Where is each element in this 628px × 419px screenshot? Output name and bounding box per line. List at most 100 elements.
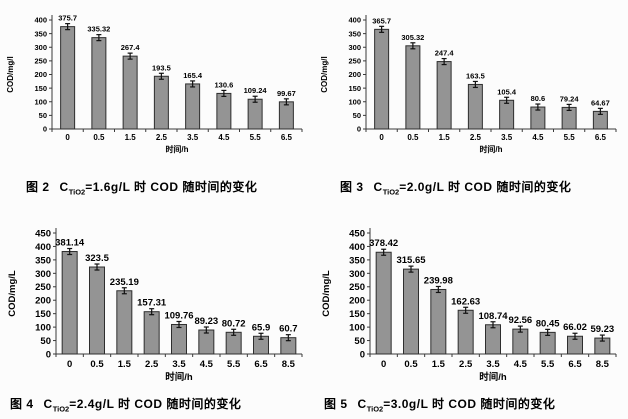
x-tick-label: 0 — [67, 359, 72, 370]
x-tick-label: 0 — [379, 133, 384, 142]
x-tick-label: 0.5 — [404, 359, 418, 370]
value-label: 315.65 — [396, 255, 426, 266]
x-axis-title: 时间/h — [165, 371, 193, 383]
bar — [512, 328, 529, 355]
value-label: 60.7 — [279, 324, 298, 335]
chart-canvas: 0 50 100 150 200 250 300 350 400 375.7 0 335.32 0.5 2… — [6, 14, 303, 154]
y-tick-label: 250 — [34, 57, 47, 66]
bar — [91, 37, 107, 130]
x-tick-label: 8.5 — [282, 359, 296, 370]
x-tick-label: 3.5 — [501, 133, 513, 142]
value-label: 66.02 — [563, 322, 587, 333]
figure-caption-3: 图 3 CTiO2=2.0g/L 时 COD 随时间的变化 — [314, 180, 628, 199]
figure-panel-2: 0 50 100 150 200 250 300 350 400 375.7 0 335.32 0.5 2… — [0, 0, 314, 205]
value-label: 99.67 — [277, 89, 296, 98]
caption-subscript: TiO2 — [52, 404, 70, 414]
y-tick-label: 400 — [348, 16, 361, 25]
bar — [122, 55, 138, 130]
y-tick-label: 350 — [349, 255, 365, 266]
x-tick-label: 4.5 — [218, 133, 230, 142]
x-tick-label: 4.5 — [532, 133, 544, 142]
bar-chart-fig2: 0 50 100 150 200 250 300 350 400 375.7 0 335.32 0.5 2… — [0, 2, 314, 166]
x-axis-title: 时间/h — [165, 144, 188, 154]
chart-canvas: 0 50 100 150 200 250 300 350 400 450 378.42 0 315.65… — [321, 228, 617, 383]
x-tick-label: 2.5 — [156, 133, 168, 142]
x-tick-label: 5.5 — [227, 359, 241, 370]
x-tick-label: 0.5 — [93, 133, 105, 142]
caption-text: =2.4g/L 时 COD 随时间的变化 — [69, 397, 242, 411]
y-axis-title: COD/mg/L — [321, 270, 332, 317]
value-label: 378.42 — [369, 238, 398, 249]
x-tick-label: 1.5 — [432, 359, 446, 370]
value-label: 89.23 — [194, 316, 218, 327]
x-tick-label: 5.5 — [564, 133, 576, 142]
figure-caption-5: 图 5 CTiO2=3.0g/L 时 COD 随时间的变化 — [314, 397, 628, 416]
caption-fig-number: 图 2 — [26, 180, 50, 194]
figure-panel-3: 0 50 100 150 200 250 300 350 400 365.7 0 305.32 0.5 2… — [314, 0, 628, 205]
bar — [216, 92, 232, 130]
x-tick-label: 3.5 — [172, 359, 186, 370]
value-label: 305.32 — [401, 33, 424, 42]
value-label: 375.7 — [58, 14, 77, 23]
value-label: 163.5 — [466, 71, 485, 80]
chart-canvas: 0 50 100 150 200 250 300 350 400 365.7 0 305.32 0.5 2… — [320, 15, 617, 154]
figure-panel-4: 0 50 100 150 200 250 300 350 400 450 381.14 0 323.5 0… — [0, 205, 314, 419]
y-tick-label: 250 — [348, 57, 361, 66]
x-tick-label: 2.5 — [459, 359, 473, 370]
bar-chart-fig4: 0 50 100 150 200 250 300 350 400 450 381.14 0 323.5 0… — [0, 211, 314, 389]
value-label: 365.7 — [372, 16, 391, 25]
bar — [485, 324, 501, 355]
y-tick-label: 100 — [34, 97, 47, 106]
bar — [467, 83, 483, 130]
y-tick-label: 50 — [39, 111, 47, 120]
y-axis-title: COD/mg/l — [6, 56, 15, 92]
value-label: 105.4 — [497, 87, 517, 96]
bar — [430, 288, 447, 355]
x-tick-label: 1.5 — [439, 133, 451, 142]
y-tick-label: 150 — [35, 309, 51, 320]
caption-symbol: C — [43, 397, 53, 411]
caption-text: =3.0g/L 时 COD 随时间的变化 — [383, 397, 556, 411]
value-label: 323.5 — [85, 253, 109, 264]
bar — [499, 99, 515, 130]
y-tick-label: 150 — [349, 309, 365, 320]
value-label: 162.63 — [451, 296, 480, 307]
caption-subscript: TiO2 — [366, 404, 384, 414]
x-tick-label: 6.5 — [281, 133, 293, 142]
bar — [436, 61, 452, 130]
value-label: 165.4 — [183, 71, 203, 80]
y-tick-label: 200 — [34, 70, 47, 79]
bar — [61, 251, 78, 355]
y-tick-label: 0 — [46, 349, 51, 360]
y-tick-label: 250 — [349, 282, 365, 293]
x-tick-label: 2.5 — [470, 133, 482, 142]
bar — [185, 83, 201, 130]
y-tick-label: 0 — [357, 125, 361, 134]
caption-subscript: TiO2 — [68, 187, 86, 197]
bar-chart-fig3: 0 50 100 150 200 250 300 350 400 365.7 0 305.32 0.5 2… — [314, 2, 628, 166]
x-tick-label: 4.5 — [514, 359, 528, 370]
y-tick-label: 350 — [34, 29, 47, 38]
caption-text: =1.6g/L 时 COD 随时间的变化 — [85, 180, 258, 194]
bar — [116, 290, 133, 355]
x-tick-label: 0 — [65, 133, 70, 142]
y-tick-label: 300 — [35, 269, 51, 280]
x-tick-label: 0 — [381, 359, 386, 370]
y-tick-label: 50 — [354, 336, 365, 347]
bar — [89, 266, 105, 355]
y-tick-label: 350 — [348, 29, 361, 38]
caption-symbol: C — [59, 180, 69, 194]
caption-symbol: C — [357, 397, 367, 411]
y-tick-label: 300 — [348, 43, 361, 52]
value-label: 130.6 — [214, 80, 233, 89]
chart-canvas: 0 50 100 150 200 250 300 350 400 450 381.14 0 323.5 0… — [7, 228, 303, 383]
caption-fig-number: 图 5 — [324, 397, 348, 411]
x-tick-label: 0.5 — [90, 359, 104, 370]
bar — [60, 26, 76, 130]
bar — [247, 98, 263, 130]
bar — [143, 311, 160, 355]
y-tick-label: 150 — [348, 84, 361, 93]
caption-subscript: TiO2 — [382, 187, 400, 197]
value-label: 92.56 — [508, 315, 532, 326]
x-tick-label: 0.5 — [407, 133, 419, 142]
